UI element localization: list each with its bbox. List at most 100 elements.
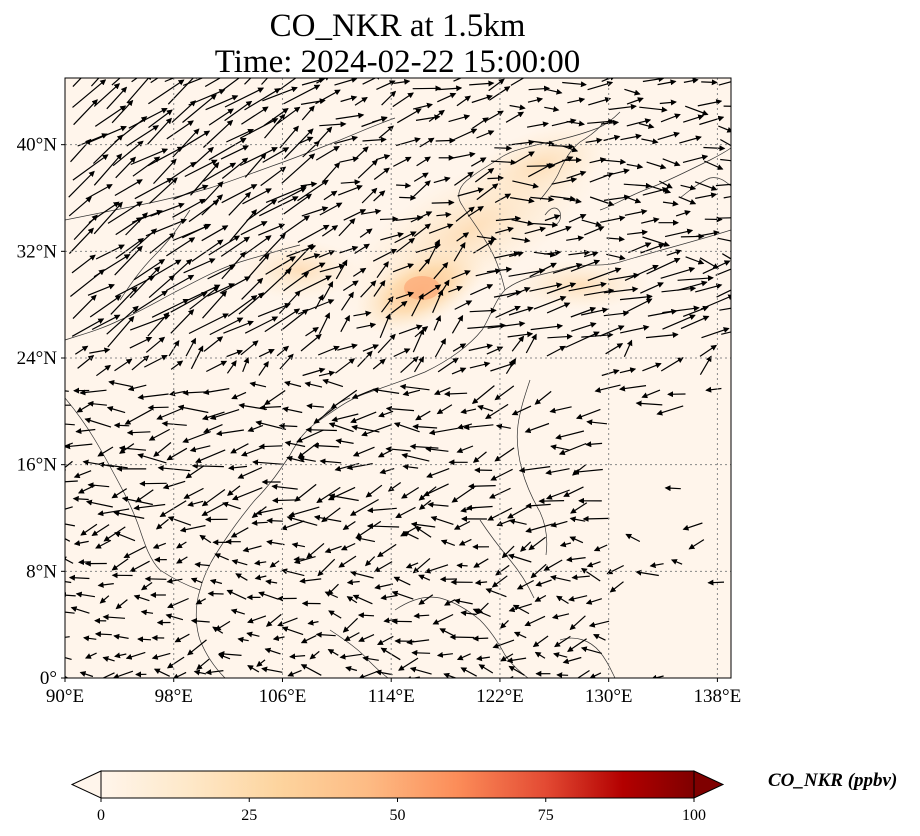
wind-arrow: [128, 228, 158, 254]
wind-arrow: [679, 135, 702, 144]
wind-arrow: [161, 420, 187, 427]
wind-arrow: [373, 167, 390, 180]
wind-arrow: [477, 404, 494, 412]
wind-arrow: [195, 449, 226, 464]
wind-arrow: [340, 314, 350, 333]
wind-arrow: [165, 274, 195, 292]
wind-arrow: [549, 406, 572, 414]
wind-arrow: [129, 314, 171, 331]
wind-arrow: [424, 564, 449, 574]
wind-arrow: [624, 88, 641, 96]
lat-tick-label: 16°N: [17, 455, 58, 476]
lon-tick-label: 98°E: [155, 686, 193, 707]
wind-arrow: [418, 594, 434, 605]
wind-arrow: [433, 387, 451, 396]
wind-arrow: [650, 674, 664, 678]
wind-arrow: [305, 327, 319, 337]
wind-arrow: [428, 109, 445, 122]
wind-arrow: [246, 199, 278, 222]
wind-arrow: [246, 631, 260, 638]
wind-arrow: [318, 312, 330, 335]
wind-arrow: [562, 145, 579, 153]
wind-arrow: [114, 652, 127, 659]
wind-arrow: [65, 506, 73, 510]
wind-arrow: [361, 187, 378, 204]
wind-arrow: [114, 531, 136, 542]
wind-arrow: [662, 200, 679, 207]
wind-arrow: [221, 251, 246, 280]
wind-arrow: [580, 307, 609, 316]
wind-arrow: [144, 575, 167, 582]
wind-arrow: [318, 250, 336, 258]
wind-arrow: [394, 231, 417, 244]
wind-arrow: [338, 555, 357, 568]
lat-tick-label: 24°N: [17, 348, 58, 369]
wind-arrow: [301, 105, 315, 121]
wind-arrow: [466, 504, 493, 511]
wind-arrow: [626, 298, 653, 313]
wind-arrow: [240, 118, 279, 139]
wind-arrow: [659, 99, 677, 106]
wind-arrow: [314, 294, 324, 310]
wind-arrow: [550, 195, 576, 202]
wind-arrow: [499, 619, 509, 629]
wind-arrow: [453, 598, 473, 605]
wind-arrow: [529, 282, 563, 292]
wind-arrow: [535, 579, 552, 587]
wind-arrow: [187, 639, 207, 656]
wind-arrow: [472, 608, 491, 618]
wind-arrow: [365, 484, 383, 498]
wind-arrow: [528, 163, 553, 178]
wind-arrow: [357, 159, 378, 179]
wind-arrow: [276, 106, 301, 125]
wind-arrow: [79, 671, 94, 678]
wind-arrow: [571, 322, 597, 332]
wind-arrow: [378, 410, 394, 418]
wind-arrow: [664, 485, 681, 492]
wind-arrow: [390, 300, 408, 314]
wind-arrow: [113, 422, 130, 429]
wind-arrow: [240, 221, 268, 236]
wind-arrow: [659, 180, 673, 189]
wind-arrow: [265, 613, 282, 627]
wind-arrow: [209, 409, 240, 420]
wind-arrow: [426, 468, 450, 478]
wind-arrow: [214, 553, 229, 561]
wind-arrow: [543, 559, 563, 571]
wind-arrow: [411, 649, 431, 656]
wind-arrow: [137, 453, 167, 464]
wind-arrow: [172, 198, 206, 218]
wind-arrow: [662, 305, 700, 314]
wind-arrow: [697, 99, 723, 107]
wind-arrow: [570, 259, 601, 272]
wind-arrow: [627, 229, 648, 236]
wind-arrow: [670, 559, 683, 565]
wind-arrow: [344, 632, 360, 642]
wind-arrow: [718, 125, 731, 133]
wind-arrow: [302, 367, 326, 377]
wind-arrow: [129, 336, 153, 349]
wind-arrow: [545, 468, 570, 476]
wind-arrow: [423, 483, 449, 497]
wind-arrow: [642, 362, 662, 372]
wind-arrow: [432, 289, 444, 314]
lat-tick-label: 40°N: [17, 135, 58, 156]
wind-arrow: [357, 612, 375, 619]
wind-arrow: [209, 317, 244, 336]
wind-arrow: [657, 131, 680, 141]
wind-arrow: [626, 163, 644, 170]
wind-arrow: [547, 333, 573, 340]
wind-arrow: [188, 313, 229, 335]
wind-arrow: [511, 237, 531, 244]
wind-arrow: [619, 367, 637, 374]
wind-arrow: [228, 191, 251, 216]
wind-arrow: [401, 486, 420, 499]
wind-arrow: [68, 574, 90, 581]
wind-arrow: [364, 556, 376, 567]
wind-arrow: [343, 209, 367, 221]
wind-arrow: [148, 109, 173, 129]
wind-arrow: [425, 446, 449, 453]
wind-arrow: [279, 78, 297, 91]
wind-arrow: [455, 206, 475, 222]
wind-arrow: [534, 594, 547, 602]
